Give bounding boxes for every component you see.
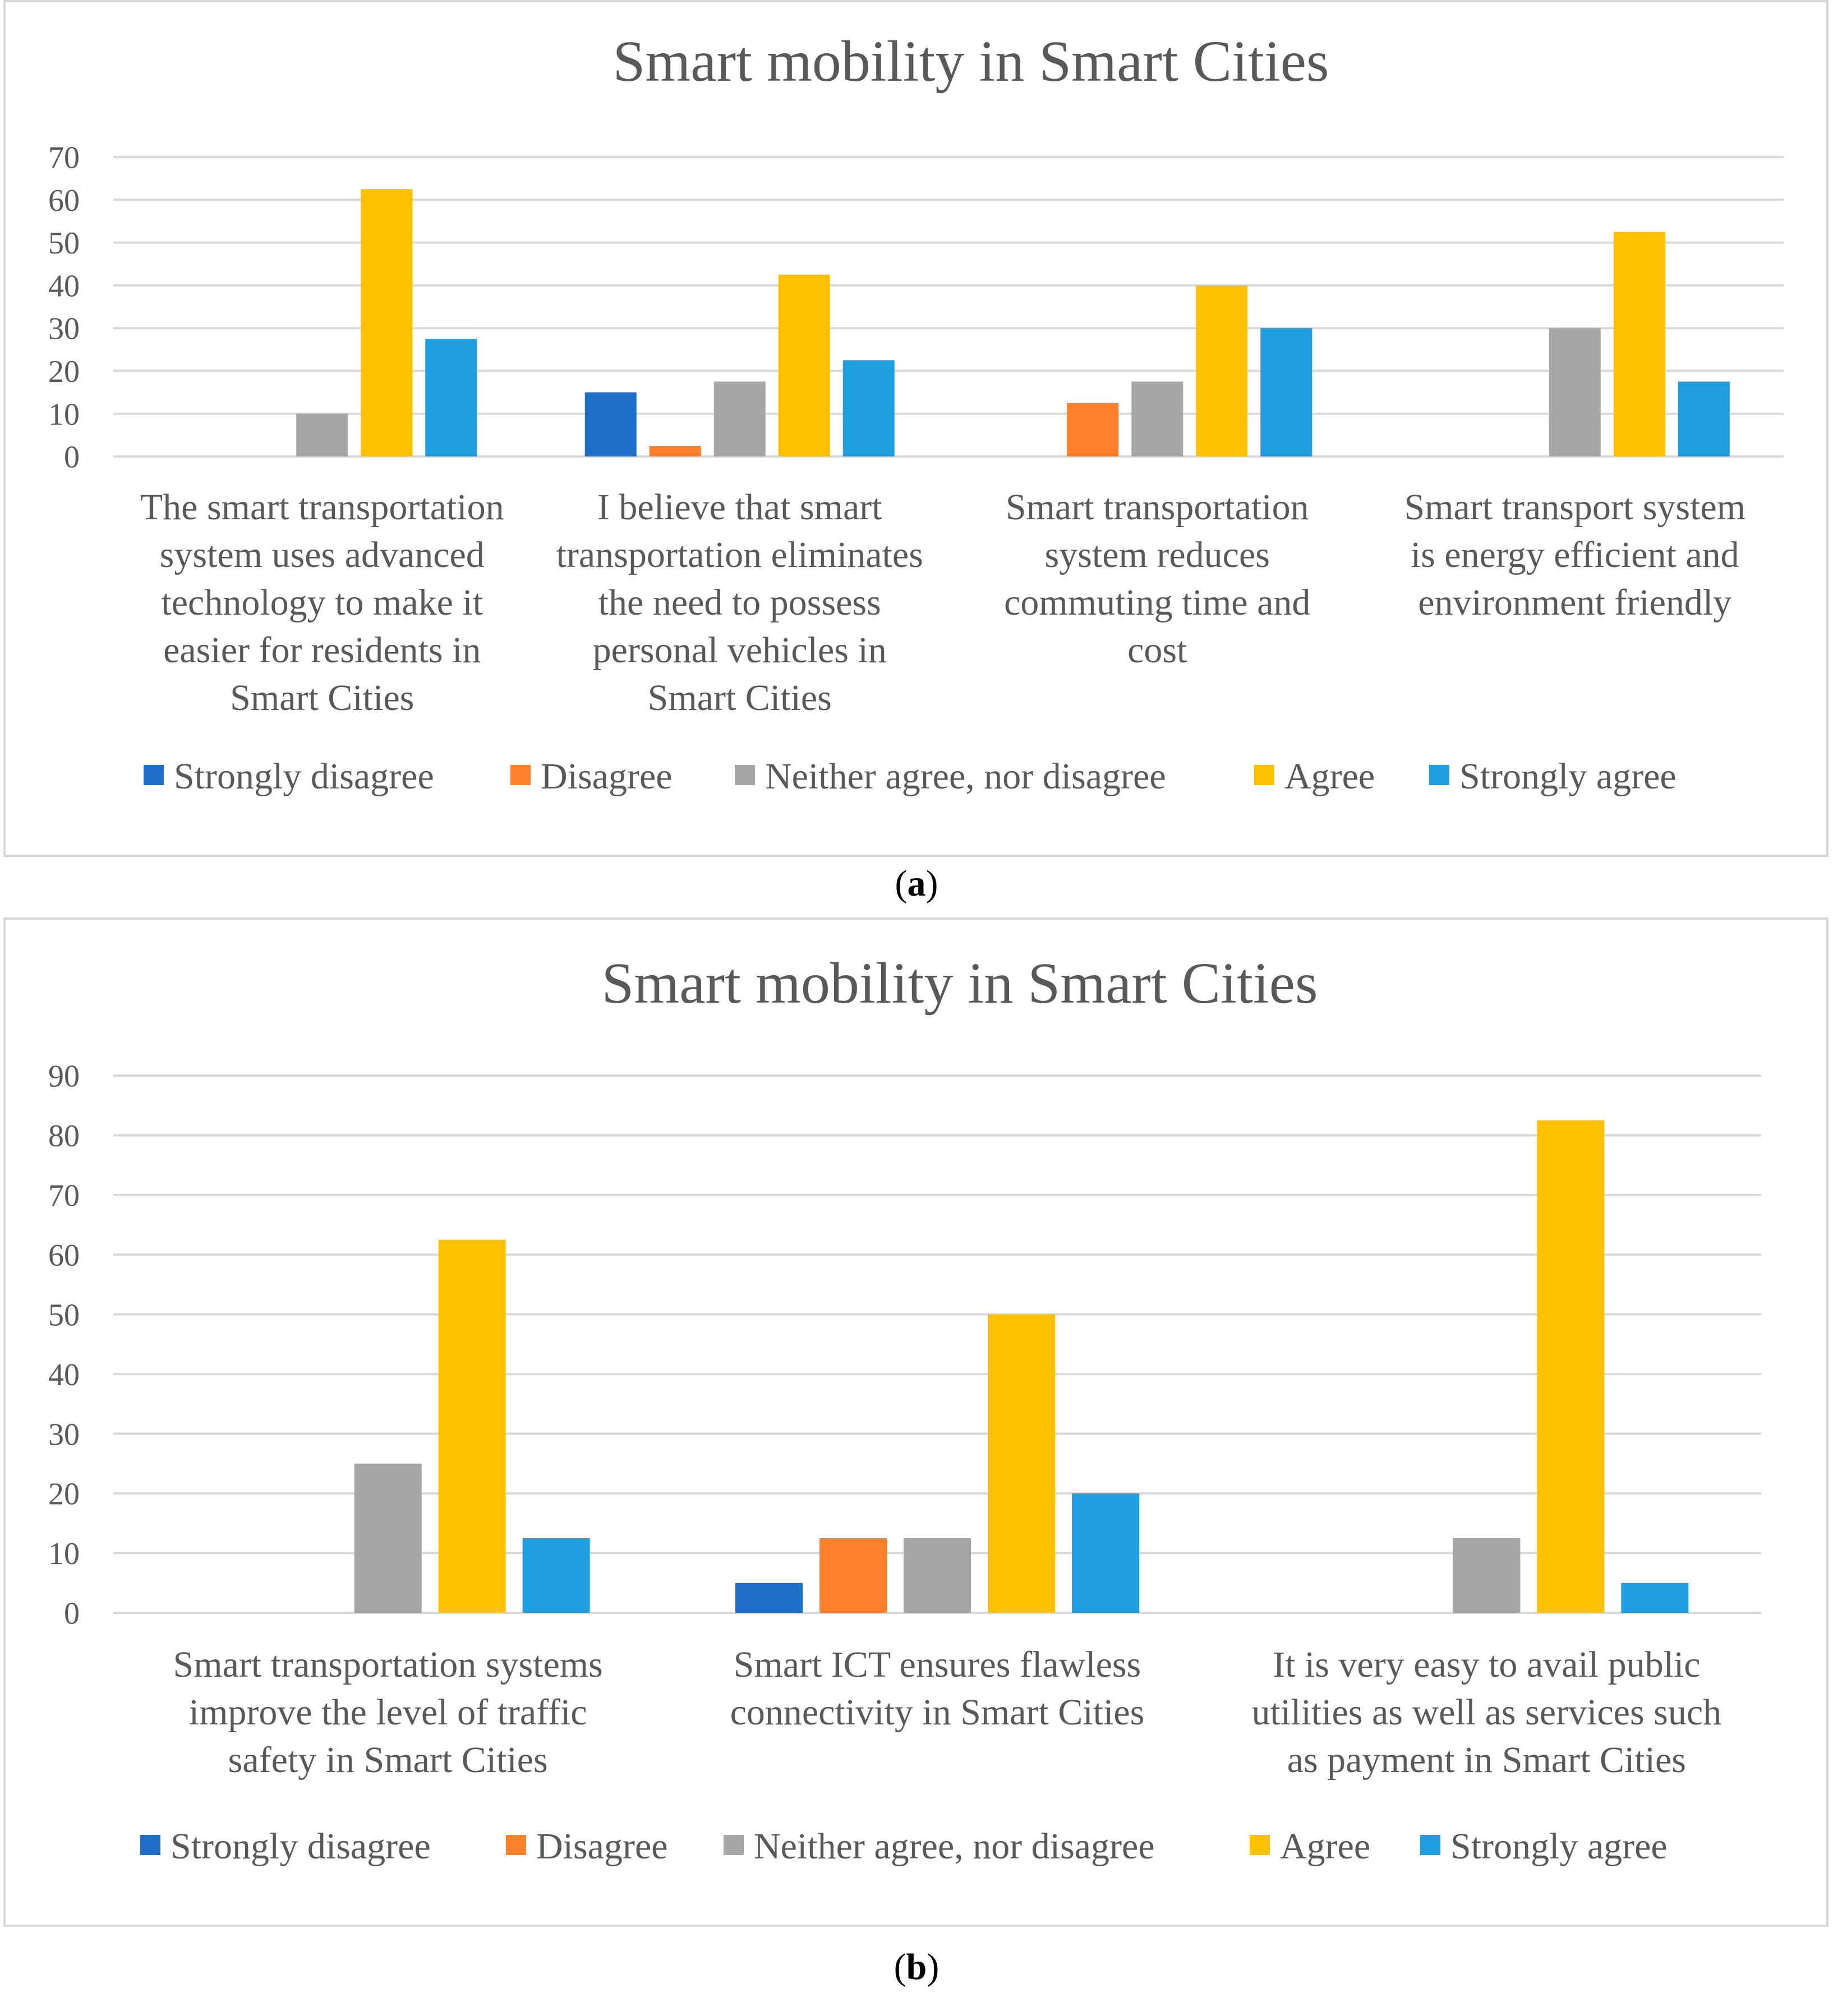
chart-b: Smart mobility in Smart Cities 0 10 20 30 40 5…	[48, 951, 1761, 1867]
legend-swatch	[1254, 765, 1274, 785]
y-tick-label: 40	[48, 269, 80, 303]
bar-strongly-agree-3	[1621, 1583, 1689, 1613]
bar-strongly-agree-2	[1072, 1493, 1139, 1613]
y-tick-label: 70	[48, 141, 80, 176]
legend-label: Neither agree, nor disagree	[765, 756, 1166, 797]
y-tick-label: 0	[64, 440, 80, 475]
chart-title: Smart mobility in Smart Cities	[602, 951, 1318, 1016]
legend-label: Strongly agree	[1459, 756, 1677, 797]
bar-neither-agree-nor-disagree-1	[354, 1463, 422, 1613]
bar-strongly-agree-3	[1260, 328, 1312, 456]
caption-a-label: a	[907, 863, 926, 904]
legend-swatch	[506, 1835, 526, 1855]
y-tick-label: 20	[48, 1477, 80, 1512]
legend-label: Strongly agree	[1450, 1826, 1668, 1867]
legend-swatch	[735, 765, 755, 785]
legend-label: Agree	[1284, 756, 1375, 797]
caption-a: (a)	[895, 863, 938, 904]
category-label: The smart transportation system uses adva…	[140, 487, 504, 718]
bar-agree-3	[1537, 1120, 1605, 1613]
bar-agree-2	[988, 1314, 1055, 1613]
y-tick-label: 50	[48, 1298, 80, 1332]
bar-agree-3	[1196, 285, 1248, 456]
bar-strongly-agree-4	[1678, 381, 1730, 456]
y-tick-label: 70	[48, 1178, 80, 1213]
bar-neither-agree-nor-disagree-2	[713, 381, 766, 456]
bar-strongly-disagree-2	[735, 1583, 803, 1613]
chart-panel-b: Smart mobility in Smart Cities 0 10 20 30 40 5…	[3, 917, 1829, 1927]
y-tick-label: 30	[48, 312, 80, 347]
category-label: Smart transportation systems improve the …	[173, 1644, 603, 1780]
category-label: Smart ICT ensures flawless connectivity i…	[730, 1644, 1145, 1733]
category-label: It is very easy to avail public utilities…	[1252, 1644, 1722, 1780]
legend-label: Agree	[1280, 1826, 1370, 1867]
category-label: Smart transportation system reduces commut…	[1004, 487, 1310, 671]
legend-label: Neither agree, nor disagree	[754, 1826, 1155, 1867]
chart-a: Smart mobility in Smart Cities 0 10 20 30 40 5…	[48, 29, 1784, 797]
bar-neither-agree-nor-disagree-3	[1131, 381, 1183, 456]
legend-swatch	[140, 1835, 160, 1855]
bar-strongly-agree-2	[842, 360, 895, 456]
legend-label: Disagree	[536, 1826, 668, 1867]
y-tick-label: 0	[64, 1597, 80, 1631]
legend-swatch	[144, 765, 164, 785]
bar-agree-4	[1613, 232, 1665, 456]
y-tick-label: 60	[48, 1238, 80, 1273]
bar-disagree-3	[1067, 403, 1119, 456]
y-tick-label: 80	[48, 1119, 80, 1154]
y-tick-label: 40	[48, 1358, 80, 1392]
caption-b-label: b	[906, 1946, 927, 1987]
chart-panel-a: Smart mobility in Smart Cities 0 10 20 30 40 5…	[3, 0, 1829, 857]
y-tick-label: 60	[48, 183, 80, 218]
legend-label: Disagree	[541, 756, 673, 797]
chart-title: Smart mobility in Smart Cities	[613, 29, 1329, 94]
y-tick-label: 20	[48, 354, 80, 389]
caption-b: (b)	[894, 1946, 939, 1987]
bar-neither-agree-nor-disagree-2	[904, 1538, 971, 1613]
legend-swatch	[1250, 1835, 1270, 1855]
bar-disagree-2	[819, 1538, 887, 1613]
bar-strongly-agree-1	[425, 339, 477, 456]
bar-neither-agree-nor-disagree-4	[1549, 328, 1601, 456]
bar-agree-1	[361, 189, 413, 456]
legend-swatch	[724, 1835, 744, 1855]
legend-label: Strongly disagree	[174, 756, 434, 797]
bar-agree-2	[778, 274, 830, 456]
bar-neither-agree-nor-disagree-3	[1453, 1538, 1521, 1613]
bar-disagree-2	[649, 445, 701, 456]
bar-agree-1	[438, 1239, 506, 1613]
bar-strongly-disagree-2	[584, 392, 637, 456]
category-label: Smart transport system is energy efficien…	[1404, 487, 1746, 623]
y-tick-label: 10	[48, 397, 80, 432]
y-tick-label: 50	[48, 226, 80, 261]
bar-strongly-agree-1	[522, 1538, 590, 1613]
y-tick-label: 90	[48, 1059, 80, 1094]
y-tick-label: 30	[48, 1417, 80, 1452]
bar-neither-agree-nor-disagree-1	[296, 413, 348, 456]
legend-swatch	[1429, 765, 1449, 785]
y-tick-label: 10	[48, 1537, 80, 1571]
legend-swatch	[1420, 1835, 1440, 1855]
legend-swatch	[510, 765, 531, 785]
legend-label: Strongly disagree	[171, 1826, 431, 1867]
category-label: I believe that smart transportation elimi…	[556, 487, 923, 718]
